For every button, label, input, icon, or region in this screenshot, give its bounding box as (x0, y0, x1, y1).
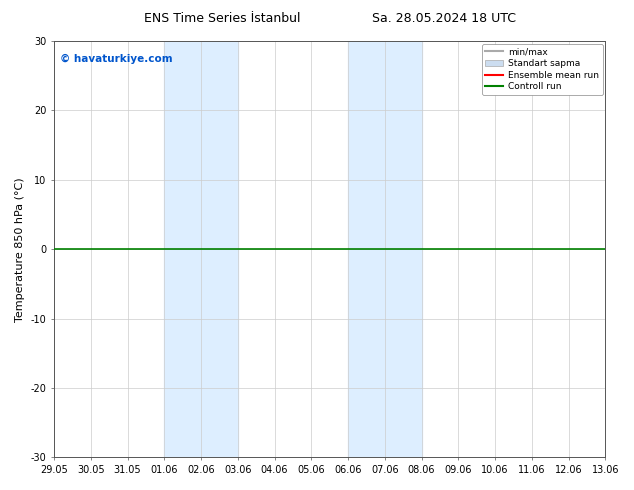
Bar (164, 41, 238, 457)
Legend: min/max, Standart sapma, Ensemble mean run, Controll run: min/max, Standart sapma, Ensemble mean r… (482, 44, 602, 95)
Text: ENS Time Series İstanbul: ENS Time Series İstanbul (144, 12, 300, 25)
Text: © havaturkiye.com: © havaturkiye.com (60, 53, 172, 64)
Bar (348, 41, 422, 457)
Text: Sa. 28.05.2024 18 UTC: Sa. 28.05.2024 18 UTC (372, 12, 516, 25)
Y-axis label: Temperature 850 hPa (°C): Temperature 850 hPa (°C) (15, 177, 25, 321)
